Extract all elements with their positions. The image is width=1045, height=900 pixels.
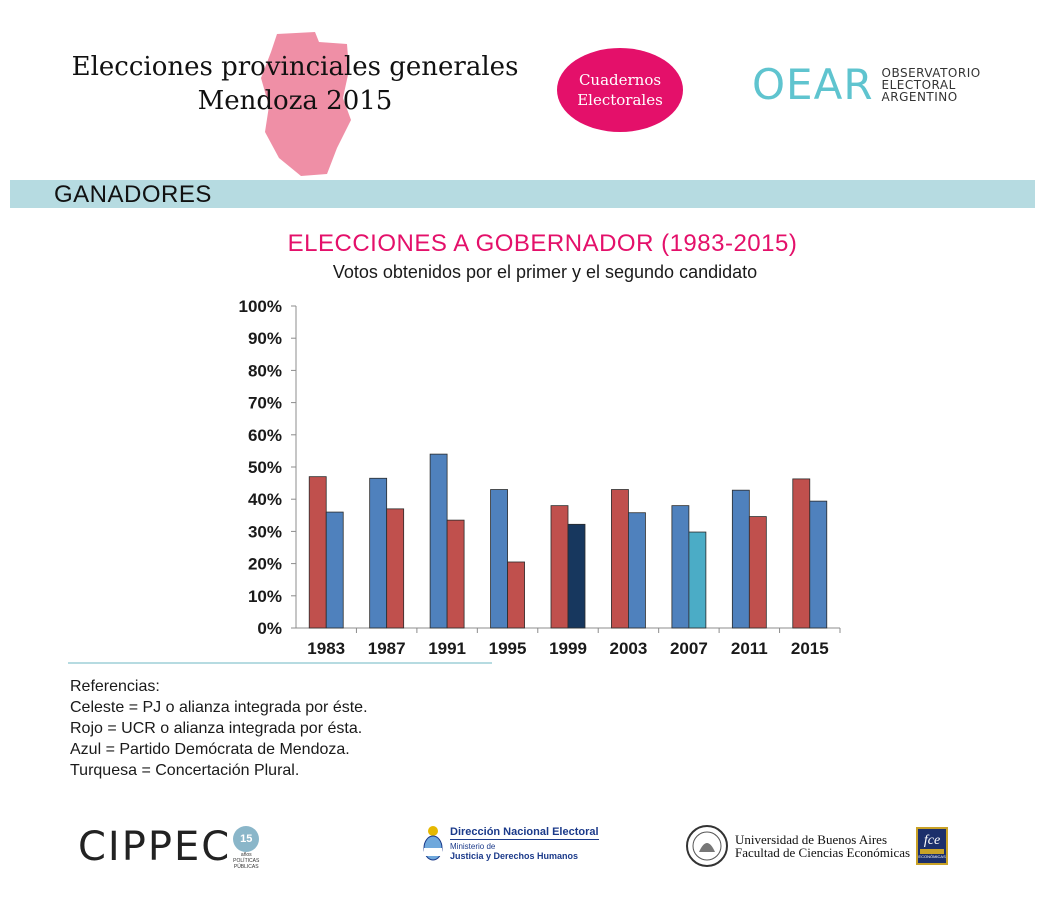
uba-line-1: Universidad de Buenos Aires <box>735 832 888 847</box>
dne-ministry: Ministerio de <box>450 841 496 851</box>
cippec-wordmark: CIPPEC <box>78 824 232 870</box>
references-heading: Referencias: <box>70 678 160 695</box>
cuadernos-electorales-badge: Cuadernos Electorales <box>557 48 683 132</box>
y-tick-label: 100% <box>239 297 282 316</box>
x-tick-label: 1999 <box>549 639 587 658</box>
bar-2015-second <box>809 500 828 629</box>
bar-1987-first <box>369 477 388 629</box>
reference-line: Azul = Partido Demócrata de Mendoza. <box>70 741 350 758</box>
bar-2015-first <box>792 478 811 629</box>
cippec-badge: 15 años POLÍTICAS PÚBLICAS <box>233 826 259 870</box>
section-label: GANADORES <box>54 181 212 208</box>
y-tick-label: 30% <box>248 522 282 541</box>
x-tick-label: 2015 <box>791 639 829 658</box>
y-tick-label: 40% <box>248 490 282 509</box>
cippec-years: 15 <box>240 833 253 845</box>
chart-title: ELECCIONES A GOBERNADOR (1983-2015) <box>287 230 798 257</box>
bar-1987-second <box>386 508 405 629</box>
cippec-logo: CIPPEC 15 años POLÍTICAS PÚBLICAS <box>78 826 259 870</box>
fce-logo: fce ECONÓMICAS <box>916 827 949 865</box>
reference-line: Celeste = PJ o alianza integrada por ést… <box>70 699 368 716</box>
dne-text: Dirección Nacional Electoral Ministerio … <box>450 826 599 861</box>
oear-line-3: ARGENTINO <box>881 89 958 104</box>
y-tick-label: 90% <box>248 329 282 348</box>
mendoza-map-graphic <box>261 32 351 176</box>
bar-2007-second <box>688 531 707 629</box>
divider <box>68 662 492 664</box>
x-tick-label: 2007 <box>670 639 708 658</box>
fce-sub: ECONÓMICAS <box>918 854 946 859</box>
uba-logo: Universidad de Buenos Aires Facultad de … <box>685 824 949 868</box>
bar-1999-first <box>550 505 569 629</box>
y-tick-label: 20% <box>248 555 282 574</box>
title-line-1: Elecciones provinciales generales <box>71 52 519 82</box>
x-tick-label: 2003 <box>610 639 648 658</box>
x-tick-label: 1995 <box>489 639 527 658</box>
dne-title: Dirección Nacional Electoral <box>450 825 599 840</box>
oear-logo: OEAR OBSERVATORIO ELECTORAL ARGENTINO <box>752 60 981 109</box>
y-tick-label: 60% <box>248 426 282 445</box>
bar-1983-second <box>325 511 344 629</box>
y-tick-label: 50% <box>248 458 282 477</box>
bar-1991-first <box>429 453 448 629</box>
y-tick-label: 0% <box>257 619 282 638</box>
y-tick-label: 10% <box>248 587 282 606</box>
chart-subtitle: Votos obtenidos por el primer y el segun… <box>332 262 758 282</box>
uba-seal-icon <box>686 825 728 867</box>
bar-1991-second <box>446 519 465 629</box>
reference-line: Rojo = UCR o alianza integrada por ésta. <box>70 720 363 737</box>
uba-line-2: Facultad de Ciencias Económicas <box>735 845 911 860</box>
x-tick-label: 2011 <box>731 639 768 658</box>
bar-1995-first <box>490 489 508 629</box>
cippec-tag-line-1: POLÍTICAS <box>233 858 260 864</box>
y-tick-label: 70% <box>248 394 282 413</box>
argentina-emblem-icon <box>423 826 443 861</box>
oear-subtitle: OBSERVATORIO ELECTORAL ARGENTINO <box>882 67 981 103</box>
x-tick-label: 1991 <box>428 639 466 658</box>
uba-text: Universidad de Buenos Aires Facultad de … <box>735 833 910 859</box>
x-tick-label: 1987 <box>368 639 406 658</box>
bar-1983-first <box>308 476 327 629</box>
bar-2011-first <box>731 489 750 629</box>
cippec-tag-line-2: PÚBLICAS <box>233 864 259 870</box>
fce-mark: fce <box>923 833 941 848</box>
bar-2003-second <box>628 512 646 629</box>
reference-line: Turquesa = Concertación Plural. <box>70 762 300 779</box>
title-line-2: Mendoza 2015 <box>197 86 393 116</box>
dne-logo: Dirección Nacional Electoral Ministerio … <box>422 824 599 862</box>
oear-line-2: ELECTORAL <box>881 77 956 92</box>
section-band <box>10 180 1035 208</box>
oear-line-1: OBSERVATORIO <box>881 65 981 80</box>
bar-1999-second <box>567 523 586 629</box>
bar-2003-first <box>611 489 629 629</box>
page-title: Elecciones provinciales generales Mendoz… <box>60 50 530 118</box>
bar-2011-second <box>748 516 767 629</box>
oear-mark: OEAR <box>752 60 874 109</box>
badge-line-1: Cuadernos <box>578 71 662 89</box>
references: Referencias: Celeste = PJ o alianza inte… <box>70 676 368 781</box>
bar-1995-second <box>507 561 525 629</box>
x-tick-label: 1983 <box>307 639 345 658</box>
bar-2007-first <box>671 505 690 629</box>
cippec-years-label: años <box>240 852 252 858</box>
fce-bar <box>920 849 945 854</box>
cippec-years-circle: 15 <box>233 826 260 852</box>
y-tick-label: 80% <box>248 361 282 380</box>
dne-ministry-name: Justicia y Derechos Humanos <box>450 850 579 861</box>
badge-line-2: Electorales <box>577 91 663 109</box>
